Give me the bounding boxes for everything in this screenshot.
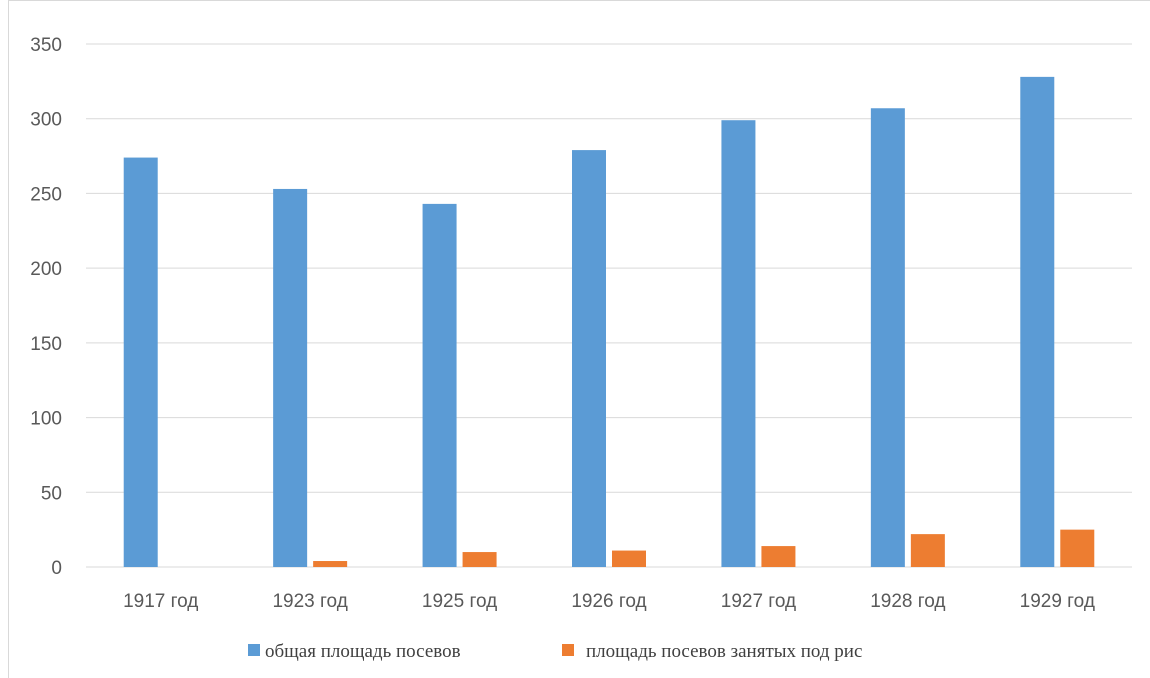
bar-rice-area bbox=[612, 550, 646, 567]
x-tick-label: 1925 год bbox=[422, 591, 497, 612]
legend: общая площадь посевов площадь посевов за… bbox=[248, 641, 862, 662]
chart-frame bbox=[8, 0, 1150, 678]
gridlines bbox=[86, 43, 1132, 568]
y-tick-label: 350 bbox=[30, 35, 62, 56]
legend-label-rice: площадь посевов занятых под рис bbox=[586, 641, 862, 662]
y-axis-ticks: 0 50 100 150 200 250 300 350 bbox=[30, 35, 62, 579]
bar-rice-area bbox=[1060, 529, 1095, 567]
y-tick-label: 100 bbox=[30, 409, 62, 430]
bar-rice-area bbox=[761, 546, 796, 567]
x-tick-label: 1917 год bbox=[123, 591, 198, 612]
x-tick-label: 1928 год bbox=[870, 591, 945, 612]
bar-total-area bbox=[572, 150, 606, 567]
y-tick-label: 300 bbox=[30, 110, 62, 131]
x-axis-ticks: 1917 год 1923 год 1925 год 1926 год 1927 год… bbox=[123, 591, 1095, 612]
legend-swatch-total bbox=[248, 644, 260, 656]
x-tick-label: 1926 год bbox=[571, 591, 646, 612]
legend-swatch-rice bbox=[562, 644, 574, 656]
bar-total-area bbox=[123, 157, 158, 567]
bar-total-area bbox=[1020, 76, 1055, 568]
bars bbox=[123, 76, 1095, 568]
y-tick-label: 150 bbox=[30, 334, 62, 355]
x-tick-label: 1929 год bbox=[1020, 591, 1095, 612]
y-tick-label: 200 bbox=[30, 259, 62, 280]
bar-total-area bbox=[273, 188, 308, 567]
y-tick-label: 50 bbox=[41, 483, 62, 504]
bar-rice-area bbox=[313, 561, 348, 567]
bar-total-area bbox=[422, 203, 457, 568]
legend-label-total: общая площадь посевов bbox=[265, 641, 461, 662]
y-tick-label: 250 bbox=[30, 184, 62, 205]
bar-total-area bbox=[870, 108, 905, 568]
bar-rice-area bbox=[910, 534, 945, 567]
bar-rice-area bbox=[462, 552, 497, 567]
bar-total-area bbox=[721, 120, 756, 568]
x-tick-label: 1927 год bbox=[721, 591, 796, 612]
x-tick-label: 1923 год bbox=[272, 591, 347, 612]
y-tick-label: 0 bbox=[51, 558, 62, 579]
